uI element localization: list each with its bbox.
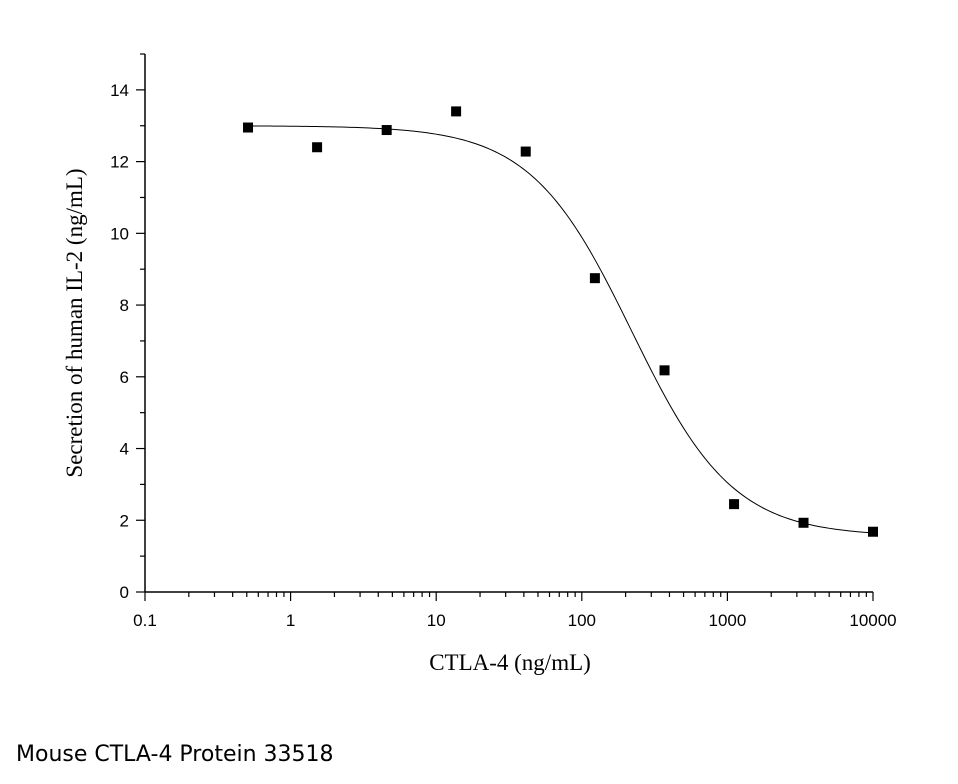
data-point bbox=[798, 517, 809, 528]
data-points bbox=[243, 106, 878, 537]
x-tick-label: 10 bbox=[427, 611, 446, 630]
x-tick-label: 0.1 bbox=[133, 611, 157, 630]
y-tick-label: 6 bbox=[120, 368, 129, 387]
data-point bbox=[729, 499, 740, 510]
data-point bbox=[381, 125, 392, 136]
y-tick-label: 14 bbox=[110, 81, 129, 100]
x-tick-label: 1000 bbox=[708, 611, 746, 630]
data-point bbox=[659, 365, 670, 376]
data-point bbox=[243, 122, 254, 133]
x-axis-title: CTLA-4 (ng/mL) bbox=[429, 650, 591, 675]
data-point bbox=[868, 526, 878, 537]
y-tick-label: 10 bbox=[110, 224, 129, 243]
data-point bbox=[451, 106, 462, 117]
figure-caption: Mouse CTLA-4 Protein 33518 bbox=[16, 742, 334, 767]
y-tick-label: 0 bbox=[120, 583, 129, 602]
y-axis-title: Secretion of human IL-2 (ng/mL) bbox=[62, 168, 87, 477]
y-tick-label: 12 bbox=[110, 153, 129, 172]
data-point bbox=[589, 273, 600, 284]
y-tick-label: 8 bbox=[120, 296, 129, 315]
data-point bbox=[520, 146, 531, 157]
axes bbox=[144, 54, 873, 593]
x-tick-label: 100 bbox=[568, 611, 596, 630]
ticks bbox=[136, 53, 874, 601]
x-tick-label: 1 bbox=[286, 611, 295, 630]
fit-curve bbox=[248, 125, 874, 534]
tick-labels: 0.1 1 10 100 1000 10000 0 2 4 6 8 10 12 14 bbox=[110, 81, 897, 630]
x-tick-label: 10000 bbox=[849, 611, 896, 630]
y-tick-label: 4 bbox=[120, 440, 129, 459]
data-point bbox=[312, 142, 323, 153]
y-tick-label: 2 bbox=[120, 511, 129, 530]
